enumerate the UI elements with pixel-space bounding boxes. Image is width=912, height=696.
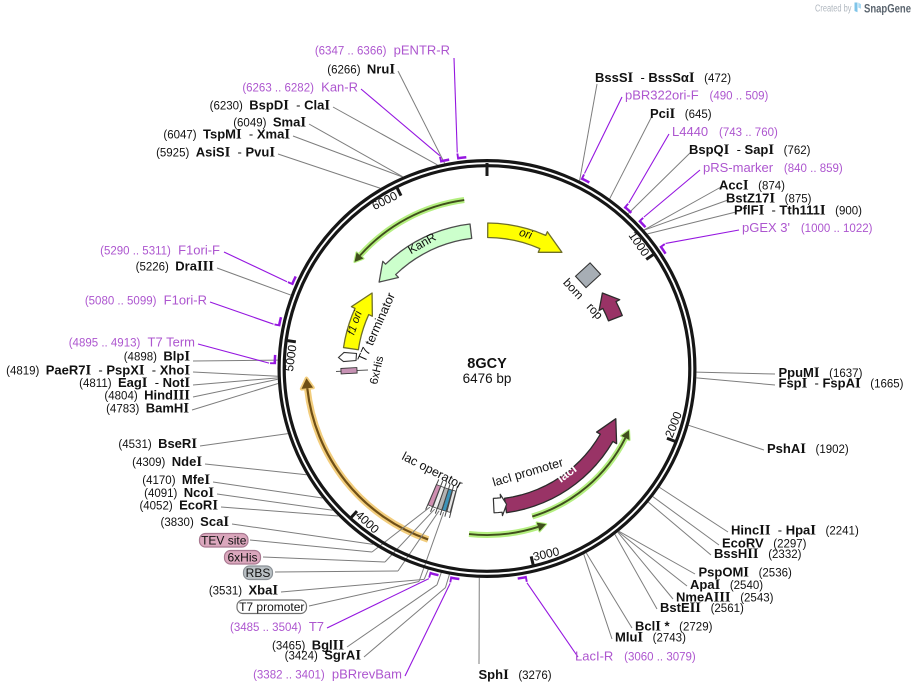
svg-text:(4052) EcoRI: (4052) EcoRI bbox=[139, 498, 218, 514]
svg-text:(4783) BamHI: (4783) BamHI bbox=[106, 401, 189, 417]
svg-text:(6047) TspMI - XmaI: (6047) TspMI - XmaI bbox=[163, 127, 290, 143]
svg-text:(3531) XbaI: (3531) XbaI bbox=[209, 583, 278, 599]
svg-text:BstEII (2561): BstEII (2561) bbox=[660, 600, 744, 616]
svg-text:6xHis: 6xHis bbox=[227, 551, 257, 565]
svg-text:RBS: RBS bbox=[246, 566, 271, 580]
svg-text:(6230) BspDI - ClaI: (6230) BspDI - ClaI bbox=[210, 98, 331, 114]
svg-text:(6347 .. 6366) pENTR-R: (6347 .. 6366) pENTR-R bbox=[315, 43, 450, 58]
svg-text:pGEX 3' (1000 .. 1022): pGEX 3' (1000 .. 1022) bbox=[742, 220, 873, 235]
svg-text:(4531) BseRI: (4531) BseRI bbox=[118, 436, 197, 452]
svg-text:FspI - FspAI (1665): FspI - FspAI (1665) bbox=[779, 376, 904, 392]
svg-text:(3830) ScaI: (3830) ScaI bbox=[161, 514, 230, 530]
svg-text:(3485 .. 3504) T7: (3485 .. 3504) T7 bbox=[230, 619, 324, 634]
svg-text:(5290 .. 5311) F1ori-F: (5290 .. 5311) F1ori-F bbox=[100, 243, 220, 258]
svg-text:TEV site: TEV site bbox=[201, 534, 247, 548]
svg-text:BspQI - SapI (762): BspQI - SapI (762) bbox=[689, 142, 811, 158]
svg-text:pRS-marker (840 .. 859): pRS-marker (840 .. 859) bbox=[703, 160, 843, 175]
svg-text:(3382 .. 3401) pBRrevBam: (3382 .. 3401) pBRrevBam bbox=[253, 667, 402, 682]
svg-text:SnapGene: SnapGene bbox=[864, 1, 911, 15]
svg-text:(5080 .. 5099) F1ori-R: (5080 .. 5099) F1ori-R bbox=[85, 293, 207, 308]
svg-text:(6263 .. 6282) Kan-R: (6263 .. 6282) Kan-R bbox=[242, 80, 358, 95]
svg-text:LacI-R (3060 .. 3079): LacI-R (3060 .. 3079) bbox=[575, 649, 696, 664]
svg-text:PciI (645): PciI (645) bbox=[650, 106, 712, 122]
svg-text:BssHII (2332): BssHII (2332) bbox=[714, 546, 802, 562]
svg-text:pBR322ori-F (490 .. 509): pBR322ori-F (490 .. 509) bbox=[625, 88, 769, 103]
svg-text:L4440 (743 .. 760): L4440 (743 .. 760) bbox=[672, 124, 778, 139]
svg-text:(5226) DraIII: (5226) DraIII bbox=[136, 259, 215, 275]
svg-text:SphI (3276): SphI (3276) bbox=[479, 667, 552, 683]
svg-text:PflFI - Tth111I (900): PflFI - Tth111I (900) bbox=[734, 203, 862, 219]
svg-text:T7 promoter: T7 promoter bbox=[239, 600, 304, 614]
svg-text:MluI (2743): MluI (2743) bbox=[615, 630, 686, 646]
svg-text:8GCY: 8GCY bbox=[467, 356, 507, 372]
svg-text:(4895 .. 4913) T7 Term: (4895 .. 4913) T7 Term bbox=[69, 335, 195, 350]
svg-text:Created by: Created by bbox=[815, 4, 852, 15]
svg-text:PshAI (1902): PshAI (1902) bbox=[767, 441, 849, 457]
svg-text:(5925) AsiSI - PvuI: (5925) AsiSI - PvuI bbox=[156, 145, 275, 161]
svg-text:(6266) NruI: (6266) NruI bbox=[327, 62, 395, 78]
svg-text:6476 bp: 6476 bp bbox=[463, 371, 512, 386]
svg-text:BssSI - BssSαI (472): BssSI - BssSαI (472) bbox=[595, 70, 731, 86]
svg-text:(3424) SgrAI: (3424) SgrAI bbox=[285, 648, 362, 664]
svg-text:(4309) NdeI: (4309) NdeI bbox=[132, 454, 202, 470]
